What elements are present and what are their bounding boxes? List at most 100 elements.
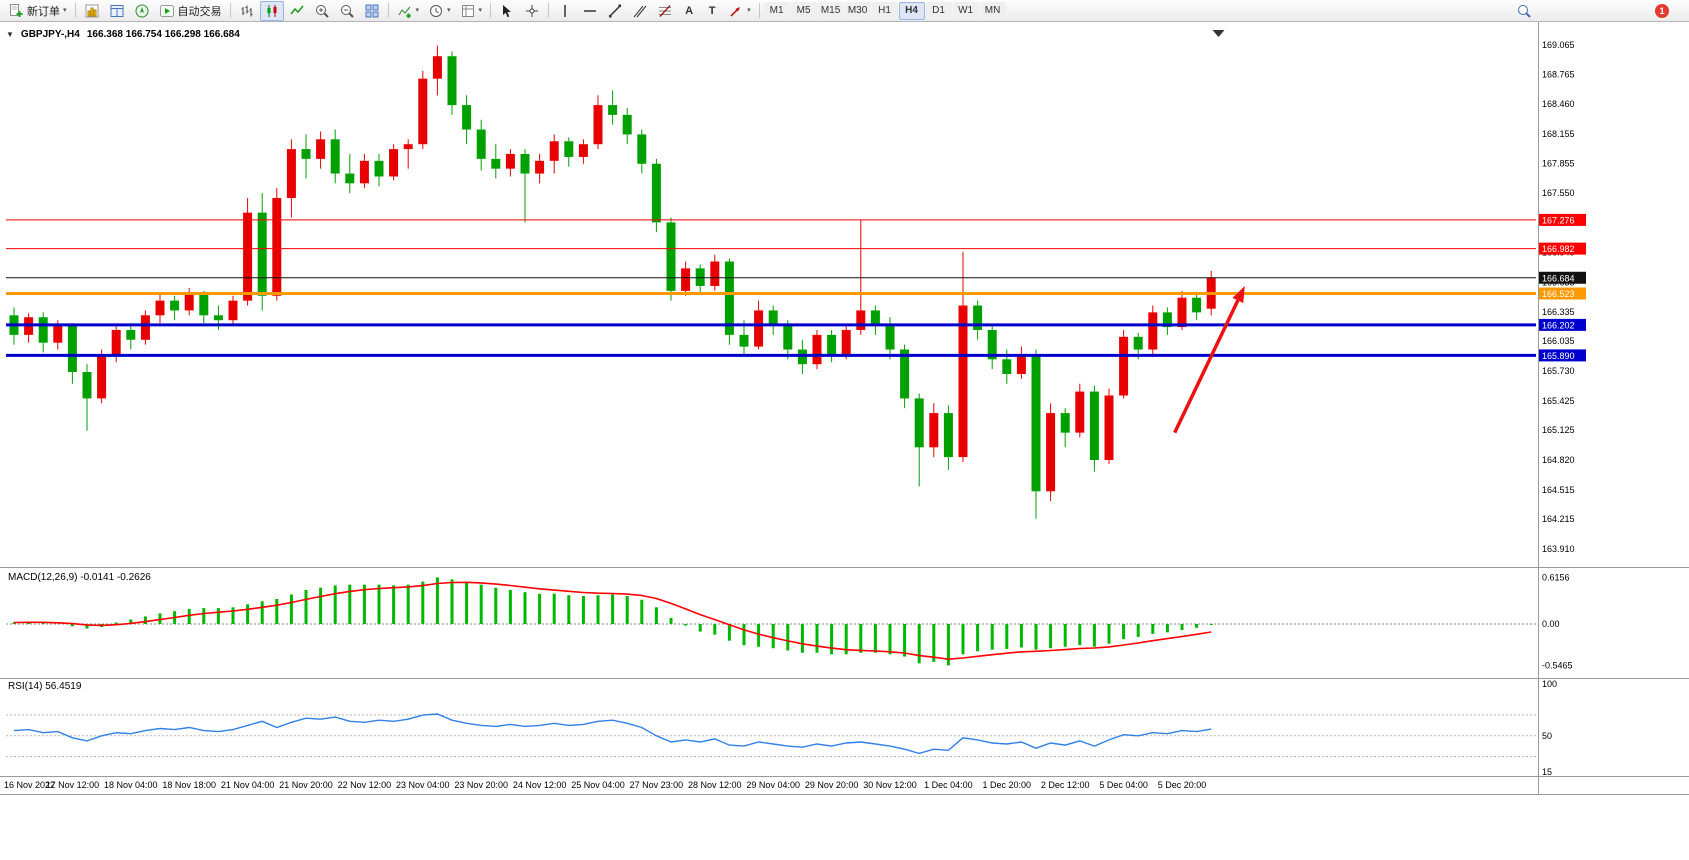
- toolbar-separator: [490, 3, 492, 18]
- cursor-button[interactable]: [495, 1, 519, 21]
- toolbar-separator: [387, 3, 389, 18]
- candle-body: [272, 197, 282, 296]
- candle-body: [695, 268, 705, 286]
- candle-body: [403, 144, 413, 150]
- time-axis-label: 29 Nov 04:00: [746, 780, 800, 790]
- candle-body: [885, 325, 895, 350]
- time-axis-label: 2 Dec 12:00: [1041, 780, 1090, 790]
- zoom-out-button[interactable]: [335, 1, 359, 21]
- zoom-in-button[interactable]: [310, 1, 334, 21]
- fibonacci-tool-button[interactable]: [653, 1, 677, 21]
- price-line-label-box: [1539, 318, 1586, 331]
- time-axis-label: 27 Nov 23:00: [630, 780, 684, 790]
- candle-body: [374, 160, 384, 177]
- timeframe-h1-button[interactable]: H1: [871, 1, 898, 20]
- timeframe-h4-button[interactable]: H4: [898, 1, 925, 20]
- price-line-label: 165.890: [1542, 351, 1575, 361]
- timeframe-mn-button[interactable]: MN: [979, 1, 1006, 20]
- one-click-trading-toggle-icon[interactable]: ▼: [6, 30, 14, 39]
- price-line-label-box: [1539, 287, 1586, 300]
- indicators-icon: [398, 6, 411, 18]
- candle-body: [870, 310, 880, 326]
- trend-arrow[interactable]: [1173, 285, 1245, 434]
- chevron-down-icon: ▾: [747, 7, 751, 14]
- channel-icon: [633, 5, 647, 17]
- timeframe-m30-button[interactable]: M30: [844, 1, 871, 20]
- notification-badge[interactable]: 1: [1655, 3, 1669, 18]
- time-axis-label: 25 Nov 04:00: [571, 780, 625, 790]
- candle-body: [856, 310, 866, 330]
- candle-body: [739, 334, 749, 347]
- candle-body: [447, 56, 457, 106]
- market-watch-button[interactable]: [80, 1, 104, 21]
- horizontal-line-tool-button[interactable]: [578, 1, 602, 21]
- timeframe-m5-button[interactable]: M5: [790, 1, 817, 20]
- candle-chart-type-button[interactable]: [259, 0, 284, 21]
- tile-windows-button[interactable]: [360, 1, 384, 21]
- price-line-label: 167.276: [1542, 215, 1575, 225]
- line-chart-type-button[interactable]: [285, 1, 309, 21]
- templates-button[interactable]: ▾: [456, 1, 487, 21]
- timeframe-m1-button[interactable]: M1: [763, 1, 790, 20]
- arrow-tool-icon: [730, 6, 741, 17]
- chart-ohlc-header: ▼ GBPJPY-,H4 166.368 166.754 166.298 166…: [6, 29, 240, 40]
- main-toolbar: 新订单 ▾ 自动交易 ▾ ▾ ▾ A T ▾ M1 M5 M15 M30 H1 …: [0, 0, 1689, 22]
- candle-body: [1148, 312, 1158, 350]
- time-axis-label: 18 Nov 04:00: [104, 780, 158, 790]
- template-icon: [461, 4, 474, 17]
- candle-chart-type-icon: [267, 4, 277, 17]
- new-order-icon: [10, 3, 23, 17]
- candle-body: [564, 141, 574, 157]
- candle-body: [316, 139, 326, 159]
- text-tool-button[interactable]: A: [678, 1, 700, 21]
- svg-text:166.335: 166.335: [1542, 307, 1575, 317]
- chevron-down-icon: ▾: [63, 7, 67, 14]
- candle-body: [418, 78, 428, 145]
- time-axis-label: 29 Nov 20:00: [805, 780, 859, 790]
- chart-canvas[interactable]: 169.065 168.765 168.460 168.155 167.855 167.5…: [0, 22, 1689, 860]
- svg-text:168.765: 168.765: [1542, 69, 1575, 79]
- svg-text:164.820: 164.820: [1542, 455, 1575, 465]
- svg-text:169.065: 169.065: [1542, 40, 1575, 50]
- channel-tool-button[interactable]: [628, 1, 652, 21]
- arrows-tool-button[interactable]: ▾: [724, 1, 755, 21]
- candle-body: [330, 139, 340, 174]
- candle-body: [1089, 391, 1099, 461]
- chart-shift-marker[interactable]: [1212, 30, 1225, 37]
- chart-area: 169.065 168.765 168.460 168.155 167.855 167.5…: [0, 22, 1689, 860]
- navigator-button[interactable]: [130, 1, 154, 21]
- rsi-axis-tick: 100: [1542, 679, 1557, 689]
- time-axis-label: 16 Nov 2022: [4, 780, 55, 790]
- rsi-panel: 100 50 15: [6, 679, 1557, 777]
- candle-body: [67, 325, 77, 373]
- svg-text:165.425: 165.425: [1542, 396, 1575, 406]
- time-axis-label: 21 Nov 04:00: [221, 780, 275, 790]
- periods-button[interactable]: ▾: [424, 1, 455, 21]
- time-axis-label: 24 Nov 12:00: [513, 780, 567, 790]
- timeframe-m15-button[interactable]: M15: [817, 1, 844, 20]
- vertical-line-tool-button[interactable]: [553, 1, 577, 21]
- timeframe-d1-button[interactable]: D1: [925, 1, 952, 20]
- macd-axis-tick: 0.00: [1542, 619, 1560, 629]
- candle-body: [476, 129, 486, 159]
- candle-body: [462, 105, 472, 130]
- time-axis-label: 30 Nov 12:00: [863, 780, 917, 790]
- chevron-down-icon: ▾: [447, 7, 451, 14]
- crosshair-icon: [526, 4, 539, 17]
- crosshair-button[interactable]: [520, 1, 544, 21]
- candle-body: [1119, 336, 1129, 396]
- new-order-button[interactable]: 新订单 ▾: [4, 1, 71, 21]
- timeframe-w1-button[interactable]: W1: [952, 1, 979, 20]
- indicators-button[interactable]: ▾: [393, 1, 424, 21]
- rsi-indicator-label: RSI(14) 56.4519: [8, 681, 82, 692]
- search-button[interactable]: [1512, 1, 1536, 21]
- candle-body: [140, 315, 150, 340]
- trendline-tool-button[interactable]: [603, 1, 627, 21]
- market-watch-icon: [85, 4, 99, 17]
- autotrading-button[interactable]: 自动交易: [155, 1, 226, 21]
- candle-body: [257, 212, 267, 296]
- label-tool-button[interactable]: T: [701, 1, 723, 21]
- bar-chart-type-button[interactable]: [235, 1, 259, 21]
- data-window-button[interactable]: [105, 1, 129, 21]
